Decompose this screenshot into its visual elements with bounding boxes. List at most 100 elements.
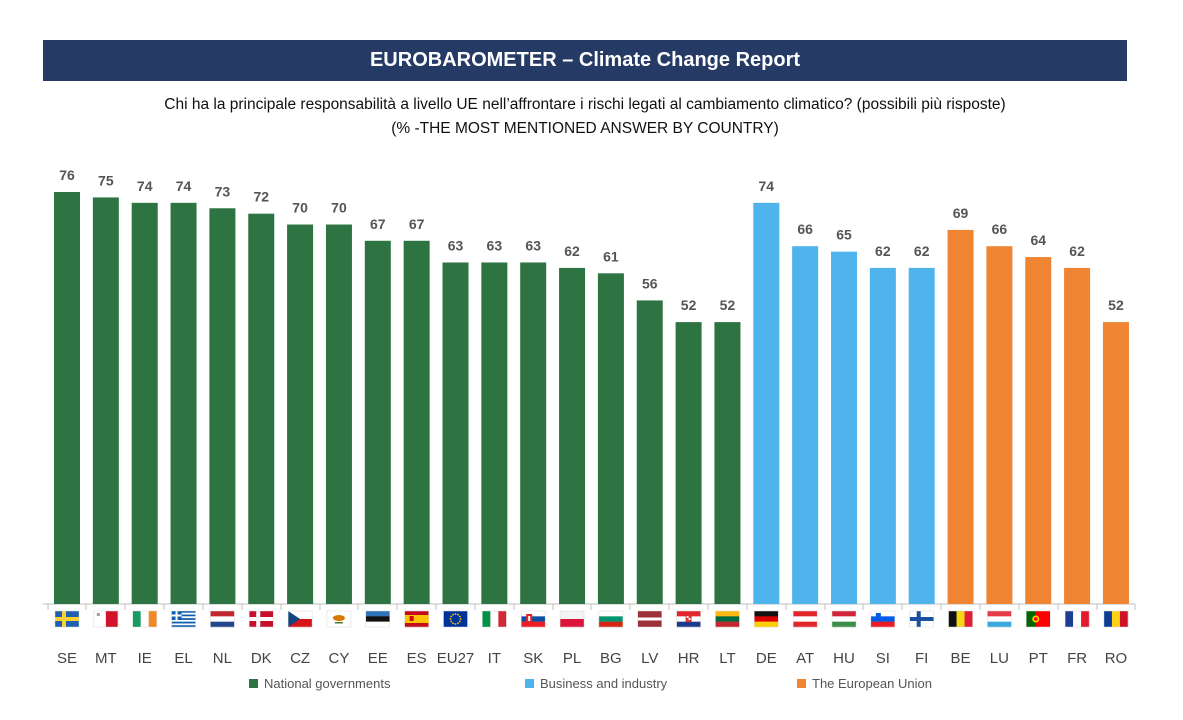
tick-label-bg: BG: [600, 650, 622, 667]
tick-label-cy: CY: [329, 650, 350, 667]
value-label-pt: 64: [1030, 232, 1046, 248]
bar-hr: [675, 322, 702, 604]
tick-label-lv: LV: [641, 650, 658, 667]
tick-label-ie: IE: [138, 650, 152, 667]
flag-ie-icon: [132, 610, 157, 628]
tick-label-fi: FI: [915, 650, 928, 667]
bar-eu27: [442, 262, 469, 604]
value-label-at: 66: [797, 221, 813, 237]
value-label-pl: 62: [564, 243, 580, 259]
value-label-ie: 74: [137, 178, 153, 194]
tick-label-cz: CZ: [290, 650, 310, 667]
value-label-cy: 70: [331, 200, 347, 216]
flag-mt-icon: [93, 610, 119, 628]
bar-be: [947, 229, 974, 604]
tick-label-dk: DK: [251, 650, 272, 667]
flag-ro-icon: [1103, 610, 1129, 628]
tick-label-nl: NL: [213, 650, 232, 667]
bar-cy: [325, 224, 352, 605]
bar-nl: [209, 208, 236, 604]
value-label-se: 76: [59, 167, 75, 183]
legend-item-business: Business and industry: [525, 676, 667, 691]
bar-fi: [908, 267, 935, 604]
flag-bg-icon: [598, 610, 624, 628]
value-label-lu: 66: [992, 221, 1008, 237]
flag-cz-icon: [287, 610, 313, 628]
value-label-si: 62: [875, 243, 891, 259]
flag-it-icon: [482, 610, 507, 628]
value-label-el: 74: [176, 178, 192, 194]
bar-hu: [831, 251, 857, 604]
tick-label-se: SE: [57, 650, 77, 667]
bar-el: [170, 202, 197, 604]
value-label-ee: 67: [370, 216, 386, 232]
bar-lt: [714, 322, 741, 604]
tick-label-es: ES: [407, 650, 427, 667]
bar-ro: [1102, 322, 1129, 604]
tick-label-at: AT: [796, 650, 814, 667]
legend-label-national: National governments: [264, 676, 391, 691]
tick-label-eu27: EU27: [437, 650, 475, 667]
tick-label-pt: PT: [1029, 650, 1048, 667]
value-label-eu27: 63: [448, 237, 464, 253]
value-label-mt: 75: [98, 172, 114, 188]
flag-ee-icon: [365, 610, 391, 628]
value-label-fr: 62: [1069, 243, 1085, 259]
value-label-lt: 52: [720, 297, 736, 313]
flag-at-icon: [792, 610, 818, 628]
flag-lv-icon: [637, 610, 662, 628]
tick-label-sk: SK: [523, 650, 543, 667]
value-label-nl: 73: [215, 183, 231, 199]
tick-label-fr: FR: [1067, 650, 1087, 667]
bar-pt: [1025, 257, 1052, 604]
flag-pt-icon: [1026, 610, 1051, 628]
bar-ie: [131, 202, 158, 604]
value-label-it: 63: [487, 237, 503, 253]
legend-item-eu: The European Union: [797, 676, 932, 691]
value-label-fi: 62: [914, 243, 930, 259]
flag-be-icon: [948, 610, 973, 628]
legend-swatch-business: [525, 679, 534, 688]
bar-fr: [1064, 267, 1091, 604]
bar-dk: [248, 213, 275, 604]
legend-label-eu: The European Union: [812, 676, 932, 691]
flag-es-icon: [404, 610, 429, 628]
flag-nl-icon: [210, 610, 235, 628]
value-label-hr: 52: [681, 297, 697, 313]
tick-label-de: DE: [756, 650, 777, 667]
bar-de: [753, 202, 780, 604]
bar-it: [481, 262, 508, 604]
report-title-banner: EUROBAROMETER – Climate Change Report: [43, 40, 1127, 81]
tick-label-hr: HR: [678, 650, 700, 667]
value-label-sk: 63: [525, 237, 541, 253]
flag-dk-icon: [249, 610, 274, 628]
bar-lv: [636, 300, 663, 604]
value-label-lv: 56: [642, 275, 658, 291]
flag-fr-icon: [1064, 610, 1090, 628]
legend-swatch-eu: [797, 679, 806, 688]
tick-label-it: IT: [488, 650, 501, 667]
question-subtitle: Chi ha la principale responsabilità a li…: [164, 96, 1006, 113]
bar-sk: [520, 262, 547, 604]
flag-de-icon: [754, 610, 779, 628]
flag-si-icon: [870, 610, 896, 628]
measure-subtitle: (% -THE MOST MENTIONED ANSWER BY COUNTRY…: [391, 120, 779, 137]
flag-hu-icon: [831, 610, 857, 628]
bar-cz: [287, 224, 314, 605]
tick-label-lu: LU: [990, 650, 1009, 667]
bar-pl: [559, 267, 586, 604]
flag-cy-icon: [326, 610, 352, 628]
tick-label-ro: RO: [1105, 650, 1128, 667]
value-label-cz: 70: [292, 200, 308, 216]
legend-item-national: National governments: [249, 676, 390, 691]
value-label-hu: 65: [836, 227, 852, 243]
flag-pl-icon: [559, 610, 585, 628]
tick-label-si: SI: [876, 650, 890, 667]
bar-ee: [364, 240, 391, 604]
bar-bg: [597, 273, 624, 604]
bar-at: [792, 246, 819, 605]
flag-hr-icon: [676, 610, 701, 628]
tick-label-ee: EE: [368, 650, 388, 667]
legend-label-business: Business and industry: [540, 676, 668, 691]
flag-sk-icon: [520, 610, 546, 628]
